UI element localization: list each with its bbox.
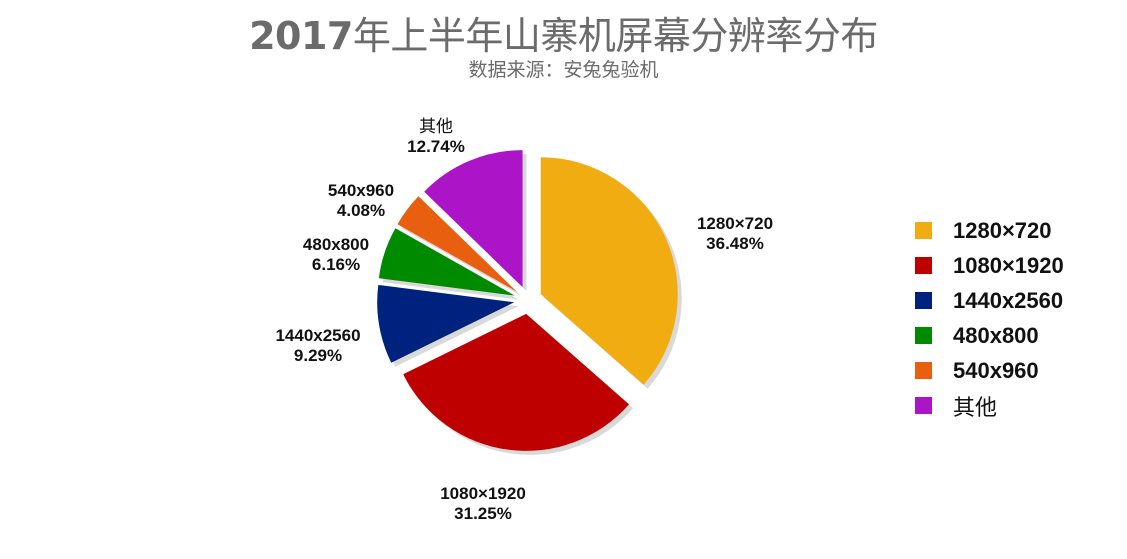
legend-label: 1280×720 — [953, 217, 1052, 243]
legend-swatch — [915, 362, 935, 382]
data-label-540x960: 540x960 4.08% — [327, 181, 395, 220]
legend-item-1280x720[interactable]: 1280×720 — [915, 213, 1064, 248]
legend-swatch — [915, 257, 935, 277]
chart-subtitle: 数据来源：安兔兔验机 — [468, 59, 659, 81]
data-label-1280x720: 1280×720 36.48% — [696, 214, 774, 253]
legend-label: 480x800 — [953, 322, 1039, 348]
data-label-480x800: 480x800 6.16% — [302, 235, 370, 274]
chart-legend: 1280×720 1080×1920 1440x2560 480x800 540… — [915, 213, 1064, 423]
pie-slices — [377, 150, 678, 451]
legend-item-480x800[interactable]: 480x800 — [915, 318, 1064, 353]
slice-1440x2560[interactable] — [377, 284, 515, 363]
legend-label: 540x960 — [953, 357, 1039, 383]
legend-label: 1080×1920 — [953, 252, 1064, 278]
legend-swatch — [915, 222, 935, 242]
chart-title-text: 年上半年山寨机屏幕分辨率分布 — [352, 14, 879, 58]
slice-other[interactable] — [424, 150, 523, 288]
legend-swatch — [915, 292, 935, 312]
legend-item-other[interactable]: 其他 — [915, 388, 1064, 423]
slice-1080x1920[interactable] — [403, 313, 630, 451]
data-label-1080x1920: 1080×1920 31.25% — [440, 484, 526, 523]
slice-480x800[interactable] — [378, 228, 515, 296]
chart-title-year: 2017 — [249, 14, 353, 58]
legend-swatch — [915, 397, 935, 417]
legend-label: 1440x2560 — [953, 287, 1064, 313]
slice-540x960[interactable] — [397, 196, 517, 292]
legend-label: 其他 — [953, 395, 998, 421]
data-label-1440x2560: 1440x2560 9.29% — [275, 326, 361, 365]
slice-1280x720[interactable] — [540, 157, 678, 385]
legend-swatch — [915, 327, 935, 347]
legend-item-540x960[interactable]: 540x960 — [915, 353, 1064, 388]
legend-item-1440x2560[interactable]: 1440x2560 — [915, 283, 1064, 318]
chart-title: 2017年上半年山寨机屏幕分辨率分布 — [0, 14, 1127, 58]
legend-item-1080x1920[interactable]: 1080×1920 — [915, 248, 1064, 283]
data-label-other: 其他 12.74% — [407, 117, 465, 156]
